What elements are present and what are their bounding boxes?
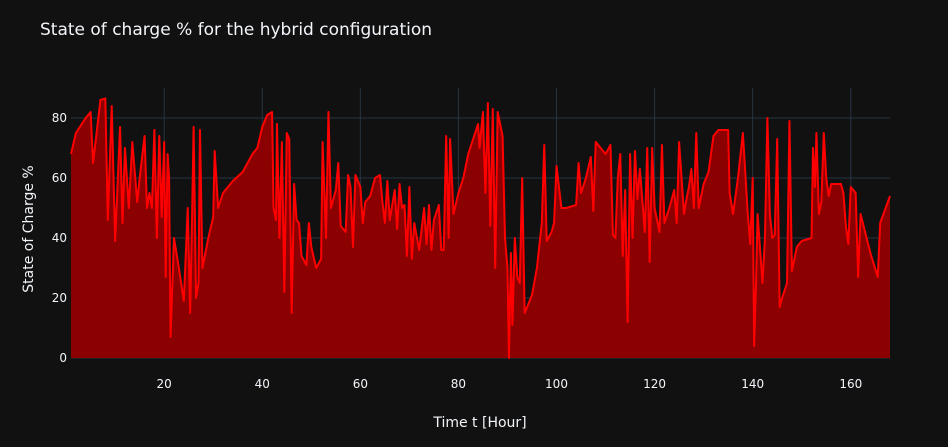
x-tick-label: 80 (451, 377, 466, 391)
x-axis-title: Time t [Hour] (432, 415, 526, 431)
x-tick-label: 60 (353, 377, 368, 391)
x-tick-label: 100 (545, 377, 568, 391)
y-tick-label: 80 (52, 111, 67, 125)
x-tick-label: 120 (643, 377, 666, 391)
x-tick-label: 160 (839, 377, 862, 391)
line (70, 97, 891, 359)
x-tick-label: 20 (157, 377, 172, 391)
y-tick-label: 20 (52, 291, 67, 305)
area-fill (71, 98, 890, 358)
y-axis-title: State of Charge % (21, 165, 37, 292)
labels: 20 40 60 80 100 120 140 160 0 20 40 60 80 (52, 111, 863, 391)
chart-title: State of charge % for the hybrid configu… (40, 20, 432, 40)
y-tick-label: 0 (59, 351, 67, 365)
y-tick-label: 40 (52, 231, 67, 245)
marks (70, 97, 891, 359)
x-tick-label: 140 (741, 377, 764, 391)
y-tick-label: 60 (52, 171, 67, 185)
x-tick-label: 40 (255, 377, 270, 391)
